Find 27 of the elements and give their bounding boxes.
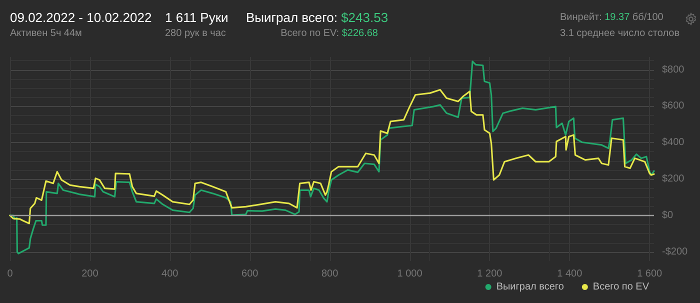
y-tick-label: $800	[662, 64, 685, 76]
text: Выиграл всего: $243.53	[246, 10, 388, 25]
text: 3.1 среднее число столов	[560, 28, 680, 39]
chart-subtitle: Активен 5ч 44м	[10, 28, 82, 39]
x-tick-label: 600	[242, 268, 259, 280]
y-tick-label: $600	[662, 100, 685, 112]
line-series	[9, 60, 655, 254]
line-series	[9, 88, 655, 224]
x-tick-label: 1 400	[557, 268, 583, 280]
y-tick-label: $200	[662, 174, 685, 185]
y-tick-label: -$200	[662, 246, 688, 258]
legend-label: Выиграл всего	[496, 282, 564, 292]
x-tick-label: 1 000	[397, 268, 423, 280]
legend-label: Всего по EV	[592, 282, 650, 292]
x-tick-label: 1 600	[637, 268, 663, 280]
x-tick-label: 0	[7, 268, 14, 280]
x-tick-label: 200	[82, 268, 99, 280]
text: 1 611 Руки	[165, 10, 228, 25]
y-tick-label: $400	[662, 137, 685, 148]
text: 280 рук в час	[165, 28, 226, 39]
y-tick-label: $0	[662, 210, 674, 221]
text: Всего по EV: $226.68	[280, 28, 378, 39]
chart-title: 09.02.2022 - 10.02.2022	[10, 10, 152, 25]
x-tick-label: 800	[321, 268, 339, 280]
x-tick-label: 400	[162, 268, 179, 280]
text: Винрейт: 19.37 бб/100	[560, 12, 664, 23]
x-tick-label: 1 200	[477, 268, 503, 280]
